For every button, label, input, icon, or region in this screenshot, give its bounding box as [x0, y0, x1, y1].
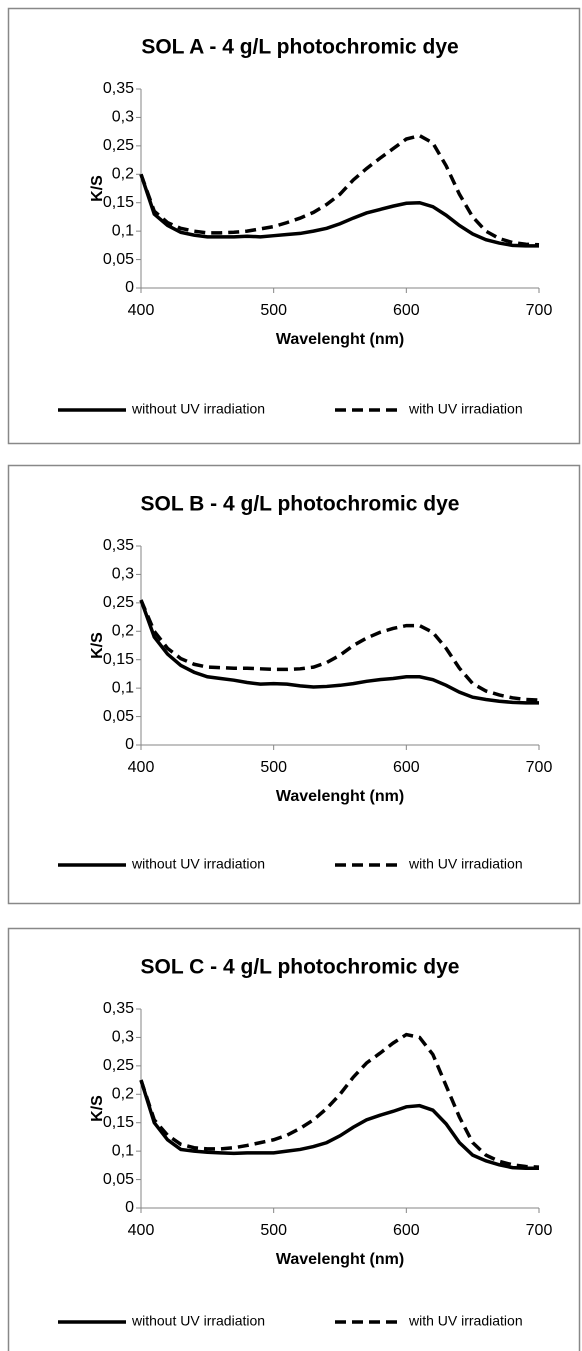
- y-tick-label: 0,15: [103, 194, 134, 211]
- y-tick-label: 0,3: [112, 566, 134, 583]
- x-axis-title: Wavelenght (nm): [276, 1251, 404, 1268]
- y-tick-label: 0,1: [112, 1142, 134, 1159]
- y-tick-label: 0,35: [103, 537, 134, 554]
- legend-label: without UV irradiation: [131, 401, 265, 417]
- y-tick-label: 0: [125, 279, 134, 296]
- y-tick-label: 0,2: [112, 623, 134, 640]
- x-tick-label: 500: [260, 759, 287, 776]
- series-line: [139, 133, 540, 247]
- y-tick-label: 0,25: [103, 594, 134, 611]
- x-tick-label: 600: [393, 302, 420, 319]
- y-axis-title: K/S: [89, 175, 106, 202]
- series-line: [139, 1032, 540, 1169]
- x-tick-label: 600: [393, 759, 420, 776]
- y-tick-label: 0,25: [103, 137, 134, 154]
- legend-label: with UV irradiation: [408, 401, 523, 417]
- series-line: [139, 599, 539, 705]
- y-tick-label: 0,05: [103, 251, 134, 268]
- chart-border: [7, 927, 581, 1351]
- y-tick-label: 0,35: [103, 80, 134, 97]
- series-line: [139, 173, 539, 248]
- y-tick-label: 0,15: [103, 1114, 134, 1131]
- y-tick-label: 0,3: [112, 109, 134, 126]
- y-tick-label: 0,2: [112, 1086, 134, 1103]
- y-tick-label: 0,15: [103, 651, 134, 668]
- x-tick-label: 500: [260, 1222, 287, 1239]
- y-tick-label: 0: [125, 1199, 134, 1216]
- y-tick-label: 0,3: [112, 1029, 134, 1046]
- chart-border: [7, 464, 581, 905]
- x-tick-label: 700: [526, 1222, 553, 1239]
- x-tick-label: 700: [526, 759, 553, 776]
- x-axis-title: Wavelenght (nm): [276, 331, 404, 348]
- x-tick-label: 400: [128, 1222, 155, 1239]
- y-tick-label: 0,1: [112, 679, 134, 696]
- y-axis-title: K/S: [89, 1095, 106, 1122]
- chart-title: SOL C - 4 g/L photochromic dye: [141, 956, 460, 979]
- x-tick-label: 400: [128, 302, 155, 319]
- x-tick-label: 600: [393, 1222, 420, 1239]
- chart-border: [7, 7, 581, 445]
- y-tick-label: 0,25: [103, 1057, 134, 1074]
- y-axis-title: K/S: [89, 632, 106, 659]
- series-line: [139, 1079, 539, 1170]
- legend-label: with UV irradiation: [408, 1313, 523, 1329]
- y-tick-label: 0,2: [112, 166, 134, 183]
- y-tick-label: 0,1: [112, 222, 134, 239]
- legend-label: without UV irradiation: [131, 856, 265, 872]
- y-tick-label: 0: [125, 736, 134, 753]
- x-tick-label: 500: [260, 302, 287, 319]
- x-tick-label: 400: [128, 759, 155, 776]
- x-axis-title: Wavelenght (nm): [276, 788, 404, 805]
- legend-label: with UV irradiation: [408, 856, 523, 872]
- chart-title: SOL B - 4 g/L photochromic dye: [141, 493, 460, 516]
- legend-label: without UV irradiation: [131, 1313, 265, 1329]
- x-tick-label: 700: [526, 302, 553, 319]
- chart-title: SOL A - 4 g/L photochromic dye: [141, 36, 458, 59]
- y-tick-label: 0,35: [103, 1000, 134, 1017]
- y-tick-label: 0,05: [103, 708, 134, 725]
- y-tick-label: 0,05: [103, 1171, 134, 1188]
